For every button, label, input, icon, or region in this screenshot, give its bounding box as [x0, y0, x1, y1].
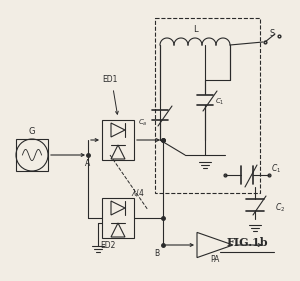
Bar: [102, 120, 134, 160]
Text: $C_a$: $C_a$: [138, 118, 148, 128]
Bar: [155, 18, 260, 193]
Text: $C_1$: $C_1$: [271, 163, 281, 175]
Text: ED2: ED2: [100, 241, 116, 250]
Text: $C_1$: $C_1$: [215, 97, 224, 107]
Text: ED1: ED1: [102, 76, 118, 85]
Text: $C_2$: $C_2$: [275, 202, 285, 214]
Text: A: A: [85, 158, 91, 167]
Text: G: G: [29, 128, 35, 137]
Text: PA: PA: [210, 255, 220, 264]
Text: S: S: [270, 30, 275, 38]
Text: L: L: [193, 24, 197, 33]
Text: B: B: [154, 248, 160, 257]
Text: FIG.1b: FIG.1b: [226, 237, 268, 248]
Text: $\lambda/4$: $\lambda/4$: [131, 187, 145, 198]
Bar: [102, 198, 134, 238]
Bar: [16, 139, 48, 171]
